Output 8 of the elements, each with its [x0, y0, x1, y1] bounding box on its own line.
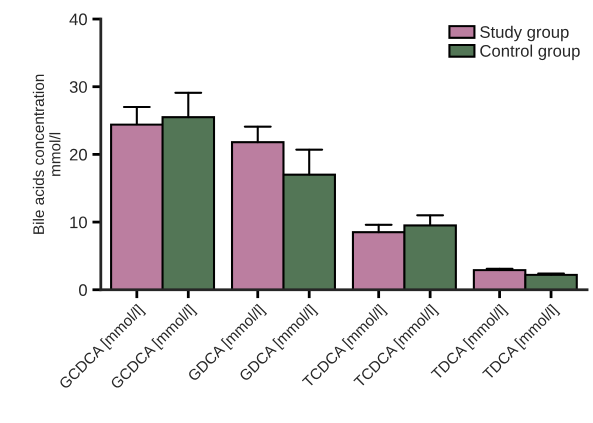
legend-label: Control group [480, 44, 580, 60]
y-tick-label: 30 [70, 81, 87, 93]
y-tick-label: 20 [70, 148, 87, 161]
y-tick-label: 10 [70, 216, 87, 228]
y-tick-label: 0 [79, 284, 87, 296]
y-axis-title: Bile acids concentration mmol/l [32, 74, 61, 234]
y-tick-label: 40 [69, 13, 87, 26]
legend-label: Study group [480, 26, 569, 42]
